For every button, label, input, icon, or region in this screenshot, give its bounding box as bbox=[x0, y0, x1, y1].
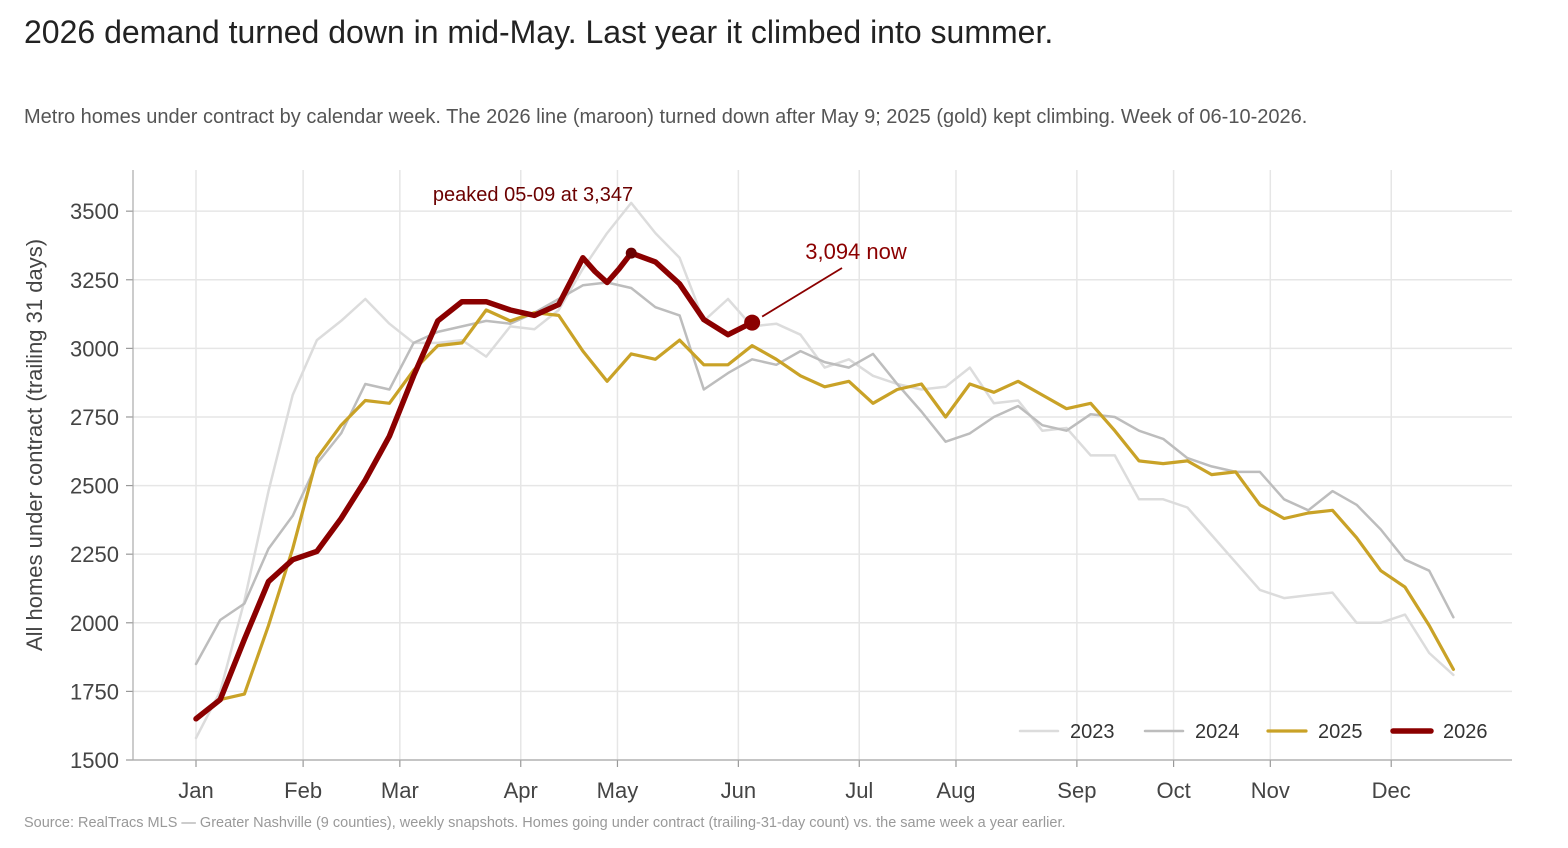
chart-subtitle: Metro homes under contract by calendar w… bbox=[24, 106, 1308, 128]
y-tick-label: 3000 bbox=[70, 336, 119, 361]
legend-label-2025: 2025 bbox=[1318, 721, 1363, 743]
peak-marker bbox=[625, 247, 637, 259]
x-tick-label: Jan bbox=[178, 778, 213, 803]
y-tick-label: 2500 bbox=[70, 474, 119, 499]
source-note: Source: RealTracs MLS — Greater Nashvill… bbox=[24, 815, 1066, 831]
x-tick-label: Oct bbox=[1156, 778, 1190, 803]
series-line-2025 bbox=[194, 308, 1456, 721]
x-tick-label: Dec bbox=[1372, 778, 1411, 803]
legend-label-2023: 2023 bbox=[1070, 721, 1115, 743]
now-annotation: 3,094 now bbox=[805, 239, 907, 264]
x-tick-label: Mar bbox=[381, 778, 419, 803]
y-tick-label: 2750 bbox=[70, 405, 119, 430]
x-tick-label: Feb bbox=[284, 778, 322, 803]
x-tick-label: Nov bbox=[1251, 778, 1290, 803]
y-tick-label: 1500 bbox=[70, 748, 119, 773]
now-leader-line bbox=[761, 267, 843, 318]
y-tick-label: 1750 bbox=[70, 679, 119, 704]
peak-annotation: peaked 05-09 at 3,347 bbox=[433, 184, 633, 206]
x-tick-label: Apr bbox=[504, 778, 538, 803]
x-tick-label: Aug bbox=[936, 778, 975, 803]
series-line-2026 bbox=[193, 250, 755, 722]
y-tick-label: 3250 bbox=[70, 268, 119, 293]
legend-label-2024: 2024 bbox=[1195, 721, 1240, 743]
y-axis-label: All homes under contract (trailing 31 da… bbox=[22, 239, 47, 651]
annotations: peaked 05-09 at 3,347 3,094 now bbox=[433, 184, 907, 331]
y-tick-label: 3500 bbox=[70, 199, 119, 224]
y-tick-label: 2250 bbox=[70, 542, 119, 567]
series-line-2024 bbox=[194, 281, 1455, 666]
series-lines bbox=[193, 201, 1456, 740]
now-marker bbox=[744, 314, 761, 331]
x-tick-label: Sep bbox=[1057, 778, 1096, 803]
x-tick-label: May bbox=[597, 778, 639, 803]
y-tick-label: 2000 bbox=[70, 611, 119, 636]
legend-label-2026: 2026 bbox=[1443, 721, 1488, 743]
series-line-2023 bbox=[194, 201, 1455, 740]
chart-title: 2026 demand turned down in mid-May. Last… bbox=[24, 14, 1054, 50]
x-tick-label: Jun bbox=[721, 778, 756, 803]
axes: 1500 1750 2000 2250 2500 2750 3000 3250 3500 Jan F… bbox=[22, 170, 1512, 803]
legend: 2023 2024 2025 2026 bbox=[1018, 721, 1488, 743]
x-tick-label: Jul bbox=[845, 778, 873, 803]
